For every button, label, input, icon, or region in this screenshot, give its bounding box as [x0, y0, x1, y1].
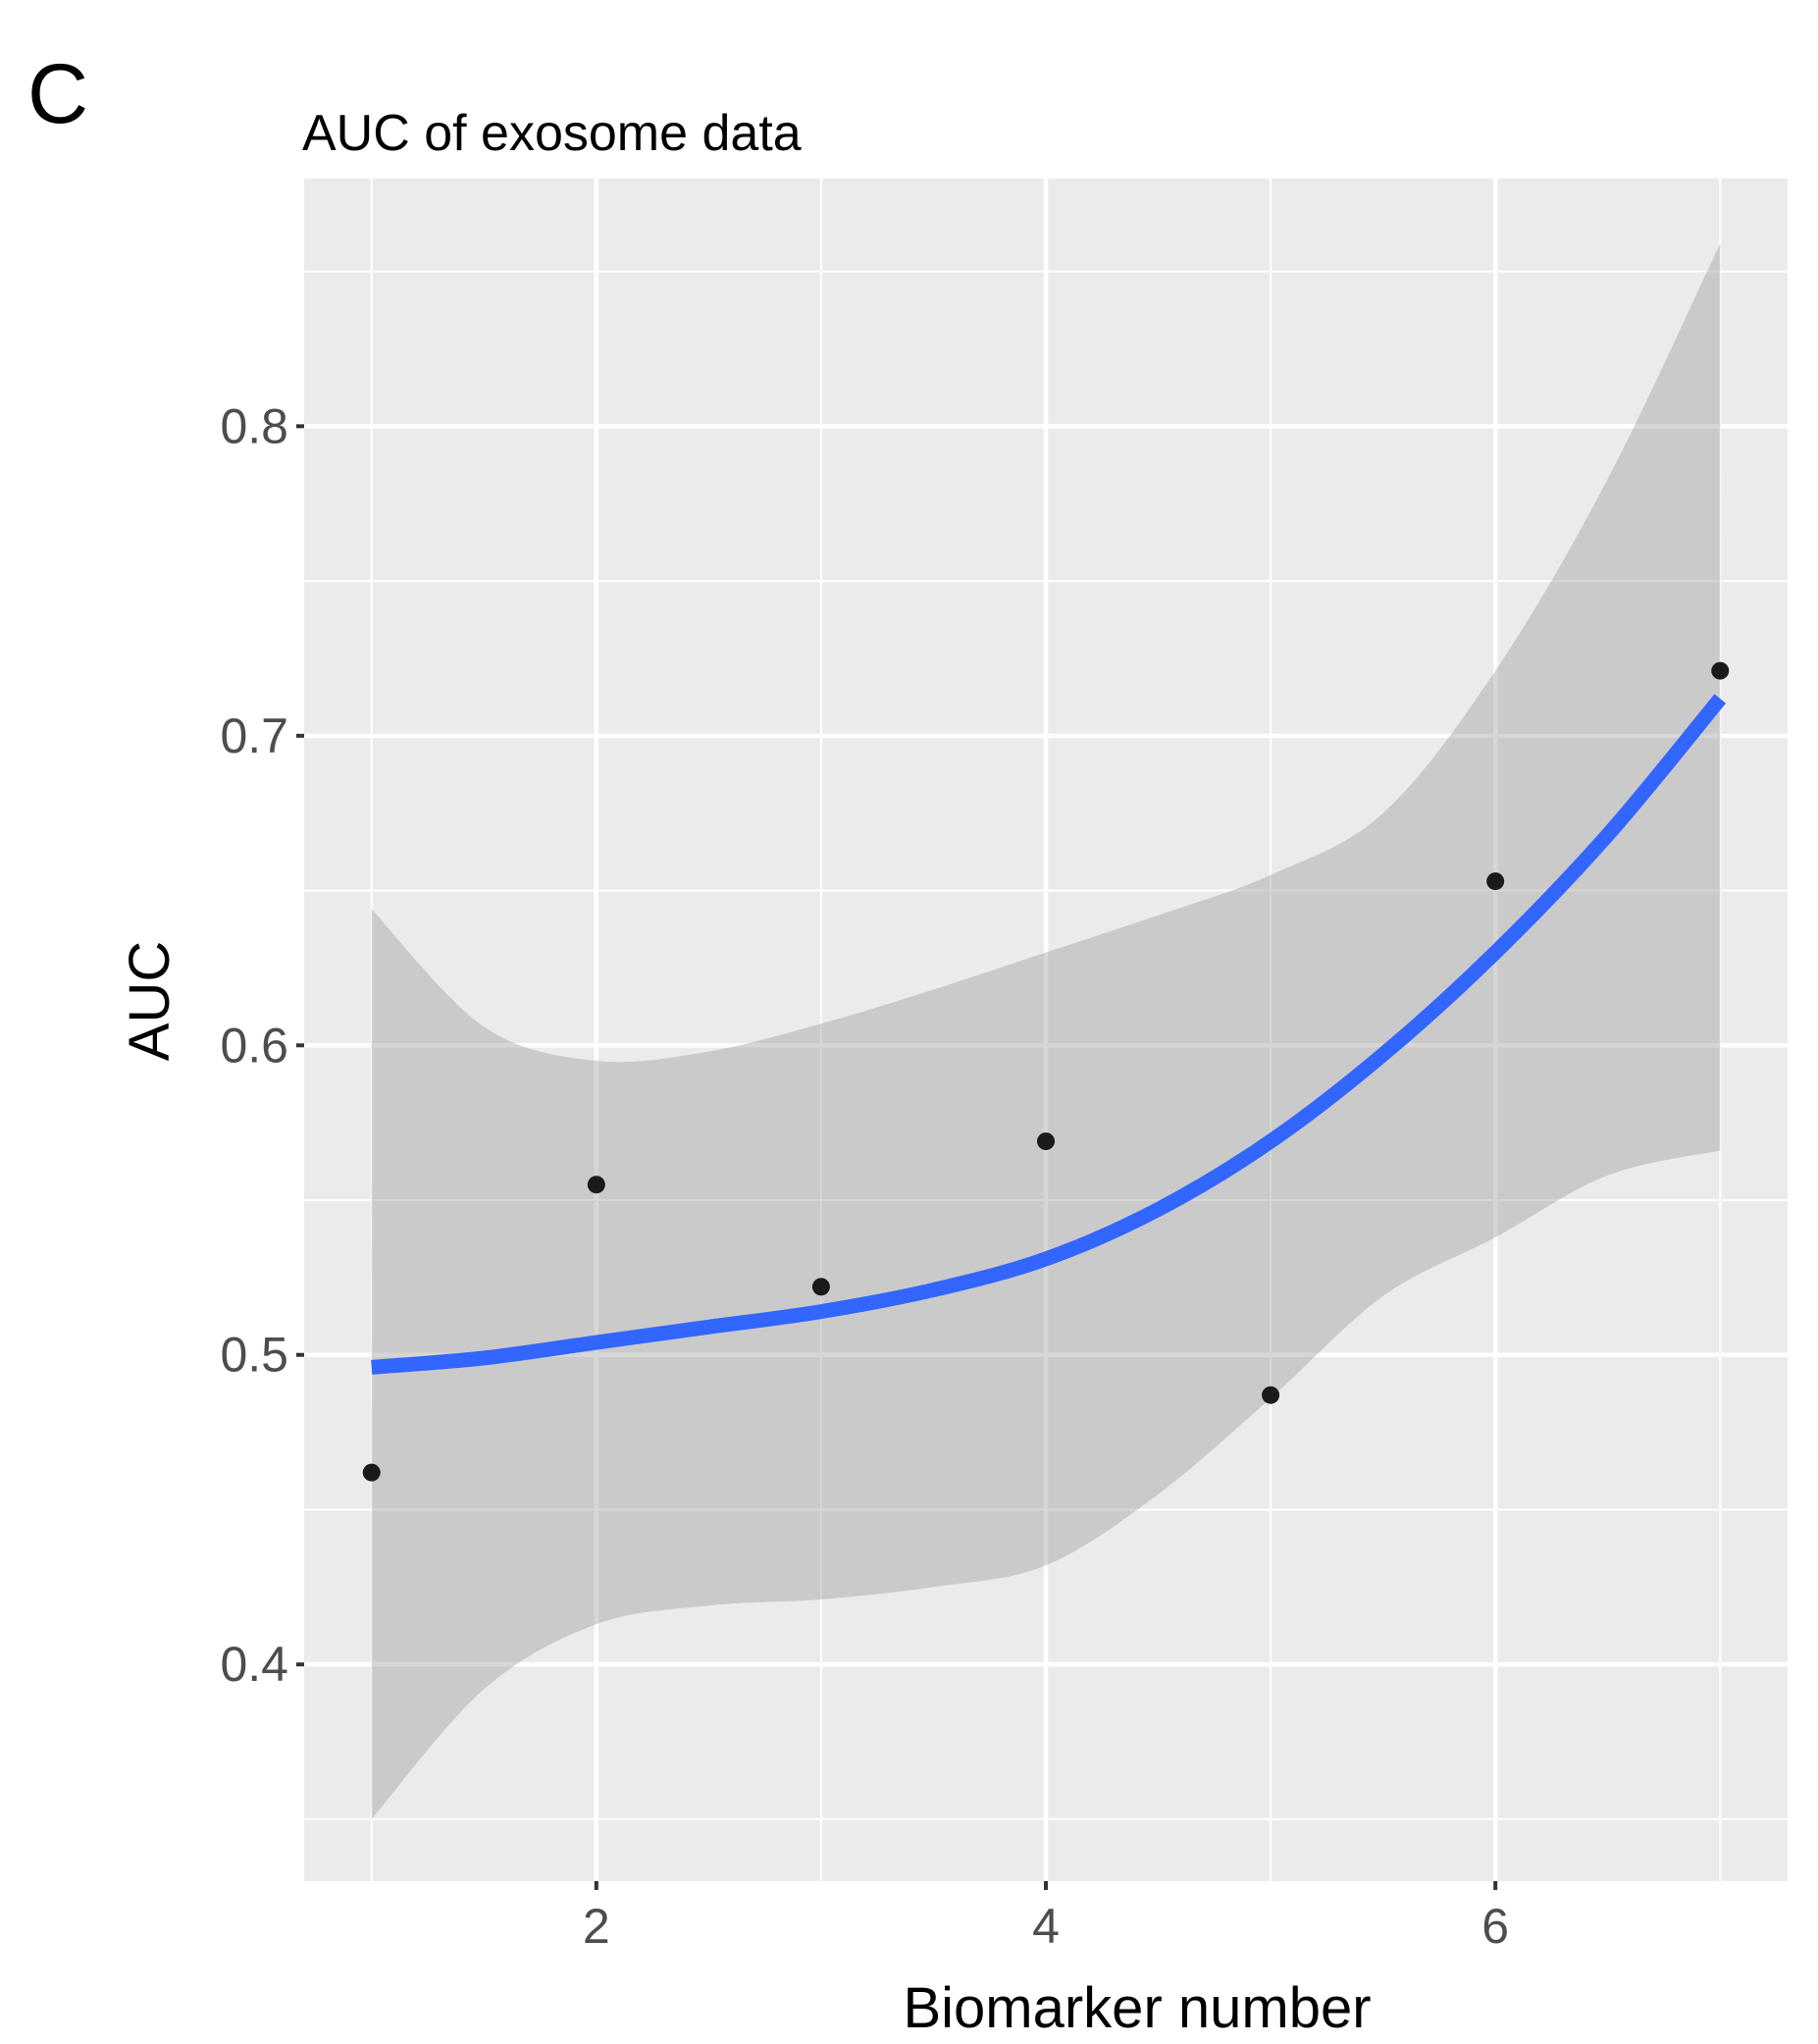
major-gridlines: [304, 179, 1788, 1881]
data-point: [1262, 1386, 1280, 1404]
y-tick-label: 0.7: [220, 708, 288, 763]
chart-title: AUC of exosome data: [302, 105, 802, 162]
y-axis: 0.4 0.5 0.6 0.7 0.8: [220, 398, 304, 1692]
confidence-band: [371, 243, 1721, 1819]
x-axis: 2 4 6: [583, 1881, 1509, 1954]
y-tick-label: 0.6: [220, 1018, 288, 1073]
x-tick-label: 2: [583, 1899, 610, 1954]
x-axis-title: Biomarker number: [903, 1976, 1371, 2040]
data-point: [811, 1278, 830, 1296]
data-point: [1711, 661, 1730, 680]
x-tick-label: 4: [1032, 1899, 1060, 1954]
y-tick-label: 0.4: [220, 1637, 288, 1692]
panel-label: C: [27, 47, 88, 141]
x-tick-label: 6: [1481, 1899, 1509, 1954]
smooth-line: [371, 694, 1727, 1375]
data-point: [362, 1463, 381, 1482]
y-tick-label: 0.8: [220, 398, 288, 453]
data-points: [362, 661, 1730, 1482]
y-axis-title: AUC: [118, 941, 182, 1061]
data-point: [1486, 872, 1505, 891]
y-tick-label: 0.5: [220, 1328, 288, 1383]
data-point: [1037, 1132, 1055, 1151]
data-point: [587, 1176, 605, 1194]
